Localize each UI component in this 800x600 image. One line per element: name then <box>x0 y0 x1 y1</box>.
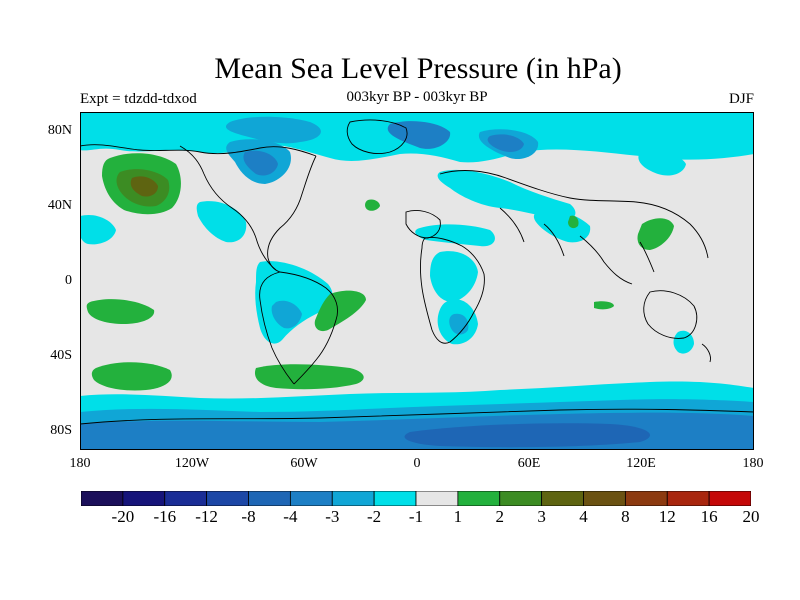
colorbar-label: 4 <box>579 507 588 526</box>
southern-ocean-green <box>254 364 364 390</box>
south-atlantic-green <box>314 290 366 332</box>
colorbar-swatch <box>499 491 543 506</box>
south-america-cyan <box>255 261 333 344</box>
colorbar-label: 2 <box>495 507 505 526</box>
south-pacific-green <box>91 362 172 391</box>
colorbar-label: 8 <box>621 507 630 526</box>
colorbar-label: 12 <box>658 507 676 526</box>
coastlines <box>80 119 754 425</box>
tropical-pacific-green <box>86 299 155 324</box>
north-atlantic-low-core <box>243 150 278 176</box>
west-pacific-green <box>637 218 674 250</box>
central-asia-cyan <box>437 169 576 221</box>
map-frame <box>80 112 754 450</box>
colorbar-swatch <box>541 491 584 506</box>
colorbar-label: 20 <box>742 507 760 526</box>
colorbar-swatch <box>457 491 501 506</box>
colorbar-label: -8 <box>241 507 256 526</box>
colorbar-label: -16 <box>153 507 177 526</box>
colorbar-swatch <box>164 491 208 506</box>
colorbar-swatch <box>373 491 417 506</box>
x-label-180e: 180 <box>742 456 764 471</box>
colorbar-swatch <box>81 491 124 506</box>
pressure-map <box>80 112 754 450</box>
colorbar-label: -4 <box>283 507 298 526</box>
x-label-0: 0 <box>413 456 421 471</box>
colorbar-label: -20 <box>111 507 135 526</box>
tasman-cyan <box>673 330 694 354</box>
colorbar-swatch <box>248 491 291 506</box>
indian-ocean-green <box>594 301 614 310</box>
north-america-cyan <box>196 201 247 243</box>
x-label-180w: 180 <box>69 456 91 471</box>
colorbar-label: -2 <box>367 507 382 526</box>
y-label-80n: 80N <box>47 123 72 138</box>
colorbar-label: -1 <box>408 507 424 526</box>
season-label: DJF <box>728 91 754 107</box>
atlantic-small-green <box>365 199 380 211</box>
mediterranean-cyan <box>415 224 495 247</box>
greenland-low <box>387 121 451 149</box>
colorbar-swatch <box>206 491 249 506</box>
x-label-120e: 120E <box>626 456 656 471</box>
antarctic-core <box>404 423 650 448</box>
y-label-0: 0 <box>65 273 72 288</box>
colorbar-swatch <box>331 491 375 506</box>
colorbar-label: 16 <box>700 507 718 526</box>
north-pacific-olive-core <box>130 176 158 197</box>
colorbar <box>81 491 751 506</box>
experiment-label: Expt = tdzdd-tdxod <box>80 91 197 107</box>
y-label-80s: 80S <box>50 423 72 438</box>
colorbar-label: -12 <box>195 507 218 526</box>
colorbar-swatch <box>289 491 333 506</box>
x-label-60e: 60E <box>517 456 541 471</box>
asia-small-green <box>568 215 579 229</box>
colorbar-swatch <box>583 491 626 506</box>
south-africa-blue <box>449 313 469 335</box>
colorbar-label: -3 <box>325 507 340 526</box>
colorbar-swatch <box>708 491 751 506</box>
pacific-cyan <box>80 215 116 245</box>
x-label-120w: 120W <box>174 456 210 471</box>
y-label-40n: 40N <box>47 198 72 213</box>
y-label-40s: 40S <box>50 348 72 363</box>
south-america-blue <box>271 300 302 329</box>
colorbar-label: 1 <box>453 507 463 526</box>
x-label-60w: 60W <box>290 456 318 471</box>
colorbar-swatch <box>122 491 166 506</box>
period-label: 003kyr BP - 003kyr BP <box>346 89 488 105</box>
colorbar-swatch <box>415 491 459 506</box>
colorbar-swatch <box>624 491 668 506</box>
colorbar-swatch <box>666 491 710 506</box>
europe-low-core <box>487 134 524 152</box>
north-africa-cyan <box>430 251 478 302</box>
colorbar-label: 3 <box>537 507 546 526</box>
arctic-blue <box>225 116 321 144</box>
map-title: Mean Sea Level Pressure (in hPa) <box>214 52 622 85</box>
east-asia-cyan <box>638 150 686 176</box>
